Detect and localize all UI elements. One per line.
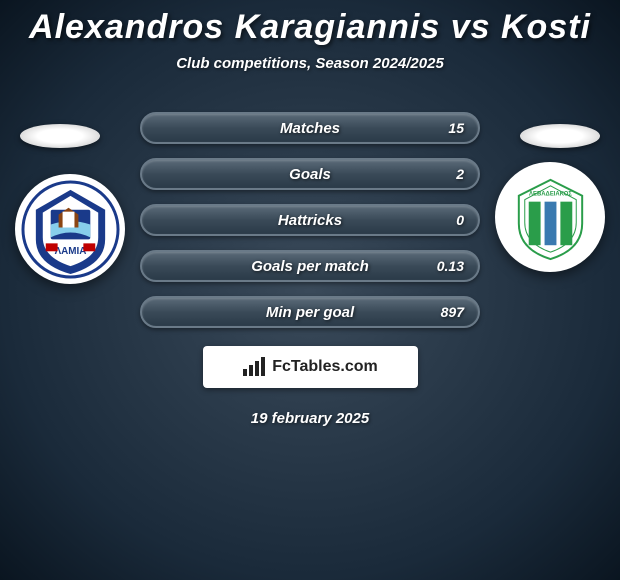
player-left-marker (20, 124, 100, 148)
stat-label: Goals (289, 166, 331, 183)
brand-box: FcTables.com (203, 346, 418, 388)
stat-row-goals: Goals 2 (140, 158, 480, 190)
stat-value: 0 (456, 212, 464, 228)
club-badge-left: ΛΑΜΙΑ (15, 174, 125, 284)
comparison-panel: ΛΑΜΙΑ ΛΕΒΑΔΕΙΑΚΟΣ Matches 15 Goals 2 Hat (0, 112, 620, 427)
club-badge-right: ΛΕΒΑΔΕΙΑΚΟΣ (495, 162, 605, 272)
stat-value: 15 (448, 120, 464, 136)
stat-value: 2 (456, 166, 464, 182)
stat-row-matches: Matches 15 (140, 112, 480, 144)
date-text: 19 february 2025 (0, 410, 620, 427)
svg-text:ΛΕΒΑΔΕΙΑΚΟΣ: ΛΕΒΑΔΕΙΑΚΟΣ (529, 191, 572, 197)
stat-label: Matches (280, 120, 340, 137)
stat-row-min-per-goal: Min per goal 897 (140, 296, 480, 328)
player-right-marker (520, 124, 600, 148)
stat-label: Goals per match (251, 258, 369, 275)
stats-list: Matches 15 Goals 2 Hattricks 0 Goals per… (140, 112, 480, 328)
lamia-crest-icon: ΛΑΜΙΑ (21, 180, 120, 279)
subtitle: Club competitions, Season 2024/2025 (0, 55, 620, 72)
stat-row-goals-per-match: Goals per match 0.13 (140, 250, 480, 282)
page-title: Alexandros Karagiannis vs Kosti (0, 0, 620, 47)
brand-text: FcTables.com (272, 358, 378, 376)
stat-row-hattricks: Hattricks 0 (140, 204, 480, 236)
stat-label: Min per goal (266, 304, 354, 321)
stat-value: 0.13 (437, 258, 464, 274)
chart-icon (242, 357, 266, 377)
levadiakos-crest-icon: ΛΕΒΑΔΕΙΑΚΟΣ (501, 168, 600, 267)
svg-text:ΛΑΜΙΑ: ΛΑΜΙΑ (54, 246, 86, 257)
stat-value: 897 (441, 304, 464, 320)
stat-label: Hattricks (278, 212, 342, 229)
